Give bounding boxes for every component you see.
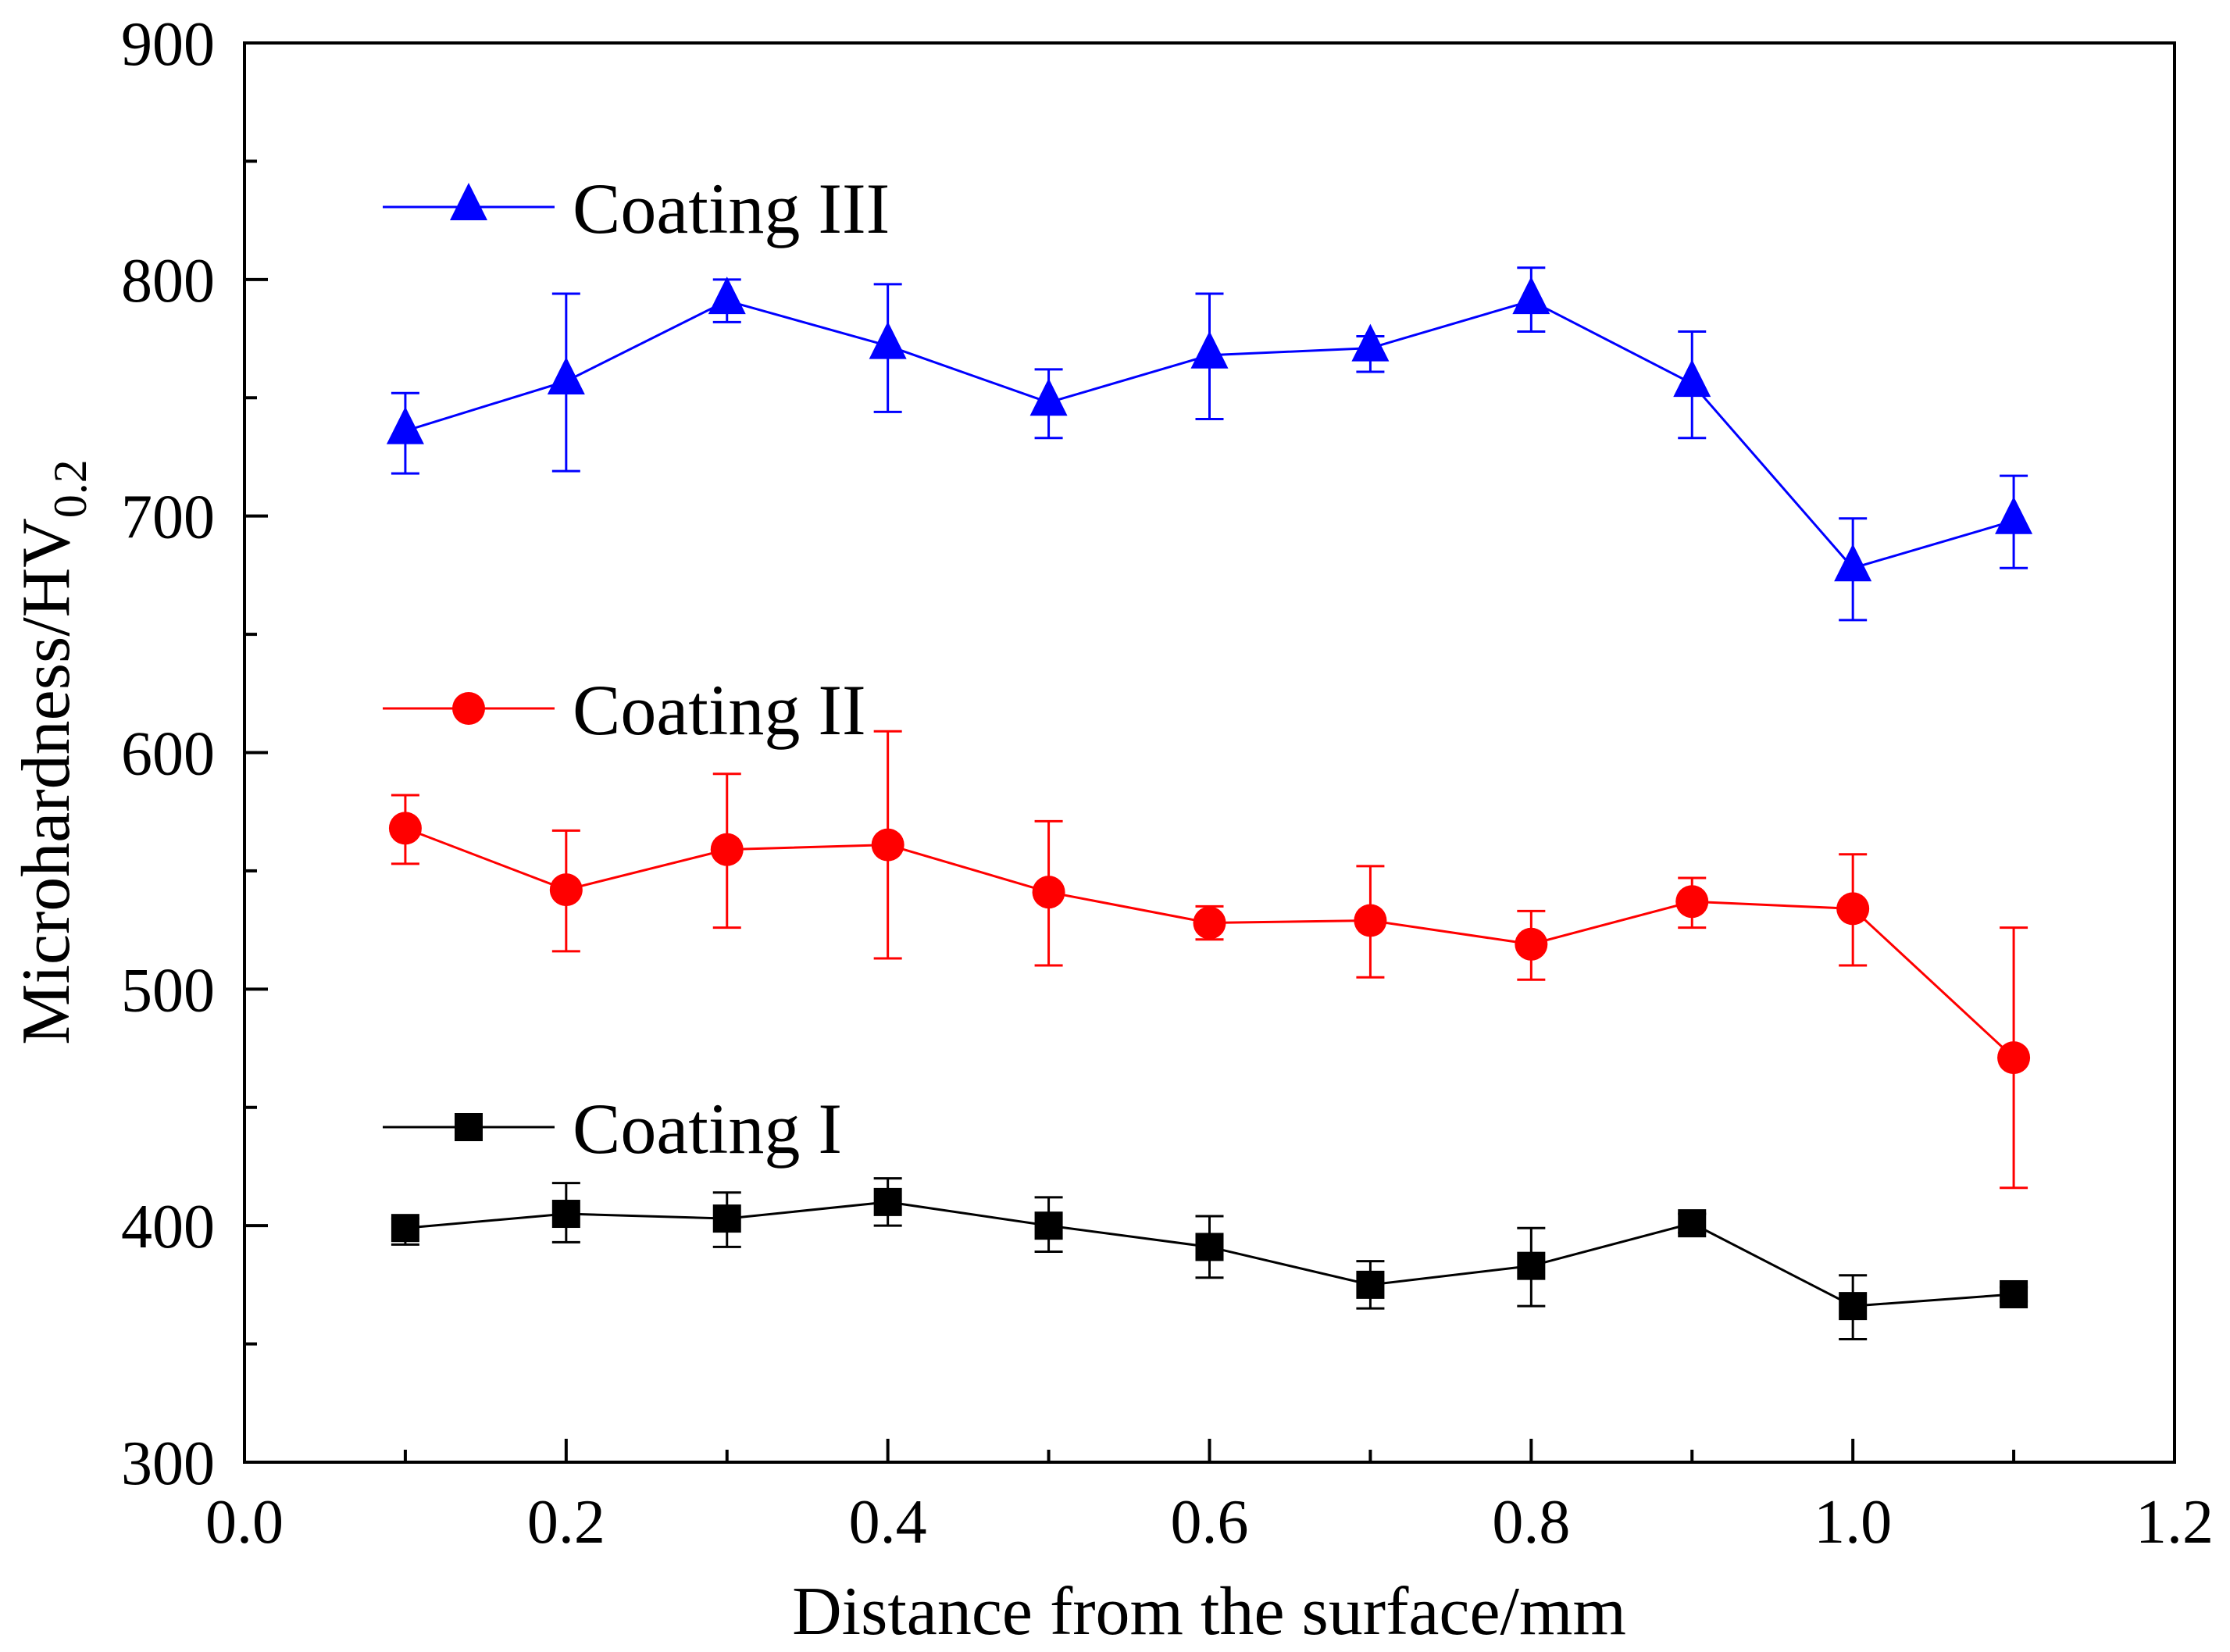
y-tick-label: 400 [121, 1193, 215, 1261]
y-tick-label: 900 [121, 10, 215, 79]
series-coating-iii [386, 266, 2033, 622]
data-point [871, 828, 904, 862]
data-point [549, 873, 583, 907]
data-point [1029, 378, 1068, 416]
data-point [1190, 330, 1229, 369]
x-axis: 0.0 0.2 0.4 0.6 0.8 1.0 1.2 [205, 1439, 2214, 1557]
data-point [710, 833, 744, 866]
x-tick-label: 0.6 [1171, 1488, 1249, 1557]
data-point [1836, 892, 1870, 926]
data-point [551, 1200, 580, 1229]
x-tick-label: 0.2 [527, 1488, 605, 1557]
data-point [1515, 927, 1548, 961]
data-point [1032, 876, 1065, 909]
data-point [873, 1187, 902, 1216]
data-point [1354, 904, 1387, 937]
data-point [1673, 359, 1711, 398]
y-axis-title: Microhardness/HV0.2 [9, 459, 96, 1045]
y-axis: 300 400 500 600 700 800 900 [121, 10, 268, 1498]
legend-entry: Coating II [383, 670, 866, 750]
data-point [391, 1214, 419, 1243]
data-point [1193, 906, 1226, 940]
data-point [547, 357, 585, 395]
data-point [1356, 1270, 1385, 1299]
x-axis-title: Distance from the surface/mm [792, 1574, 1626, 1650]
data-point [708, 277, 746, 315]
data-point [1995, 496, 2033, 534]
y-tick-label: 800 [121, 247, 215, 316]
data-point [1195, 1233, 1224, 1261]
x-tick-label: 1.0 [1814, 1488, 1892, 1557]
data-point [1997, 1041, 2031, 1075]
x-tick-label: 1.2 [2135, 1488, 2214, 1557]
data-point [2000, 1279, 2028, 1308]
legend-marker [452, 692, 485, 725]
data-point [388, 812, 422, 845]
legend: Coating III Coating II Coating I [383, 169, 890, 1169]
legend-label: Coating I [573, 1089, 842, 1169]
data-point [1834, 544, 1872, 582]
data-point [1517, 1251, 1546, 1280]
data-point [1678, 1209, 1707, 1238]
series-coating-i [391, 1177, 2028, 1341]
x-tick-label: 0.0 [205, 1488, 284, 1557]
series-layer [386, 266, 2033, 1341]
legend-marker [450, 183, 487, 220]
data-point [386, 406, 424, 444]
data-point [1839, 1292, 1868, 1321]
x-tick-label: 0.4 [849, 1488, 927, 1557]
legend-entry: Coating I [383, 1089, 842, 1169]
y-tick-label: 600 [121, 720, 215, 789]
legend-entry: Coating III [383, 169, 890, 248]
legend-marker [455, 1113, 483, 1141]
y-tick-label: 300 [121, 1429, 215, 1498]
y-tick-label: 700 [121, 483, 215, 552]
series-coating-ii [388, 730, 2031, 1190]
data-point [712, 1204, 741, 1233]
y-tick-label: 500 [121, 956, 215, 1025]
y-axis-title-subscript: 0.2 [45, 459, 96, 518]
series-line [405, 827, 2015, 1059]
data-point [1034, 1211, 1063, 1240]
data-point [1512, 277, 1550, 315]
data-point [869, 321, 907, 359]
data-point [1351, 323, 1390, 362]
y-axis-title-main: Microhardness/HV [9, 518, 84, 1045]
legend-label: Coating II [573, 670, 866, 750]
data-point [1675, 885, 1709, 919]
x-tick-label: 0.8 [1492, 1488, 1570, 1557]
legend-label: Coating III [573, 169, 890, 248]
